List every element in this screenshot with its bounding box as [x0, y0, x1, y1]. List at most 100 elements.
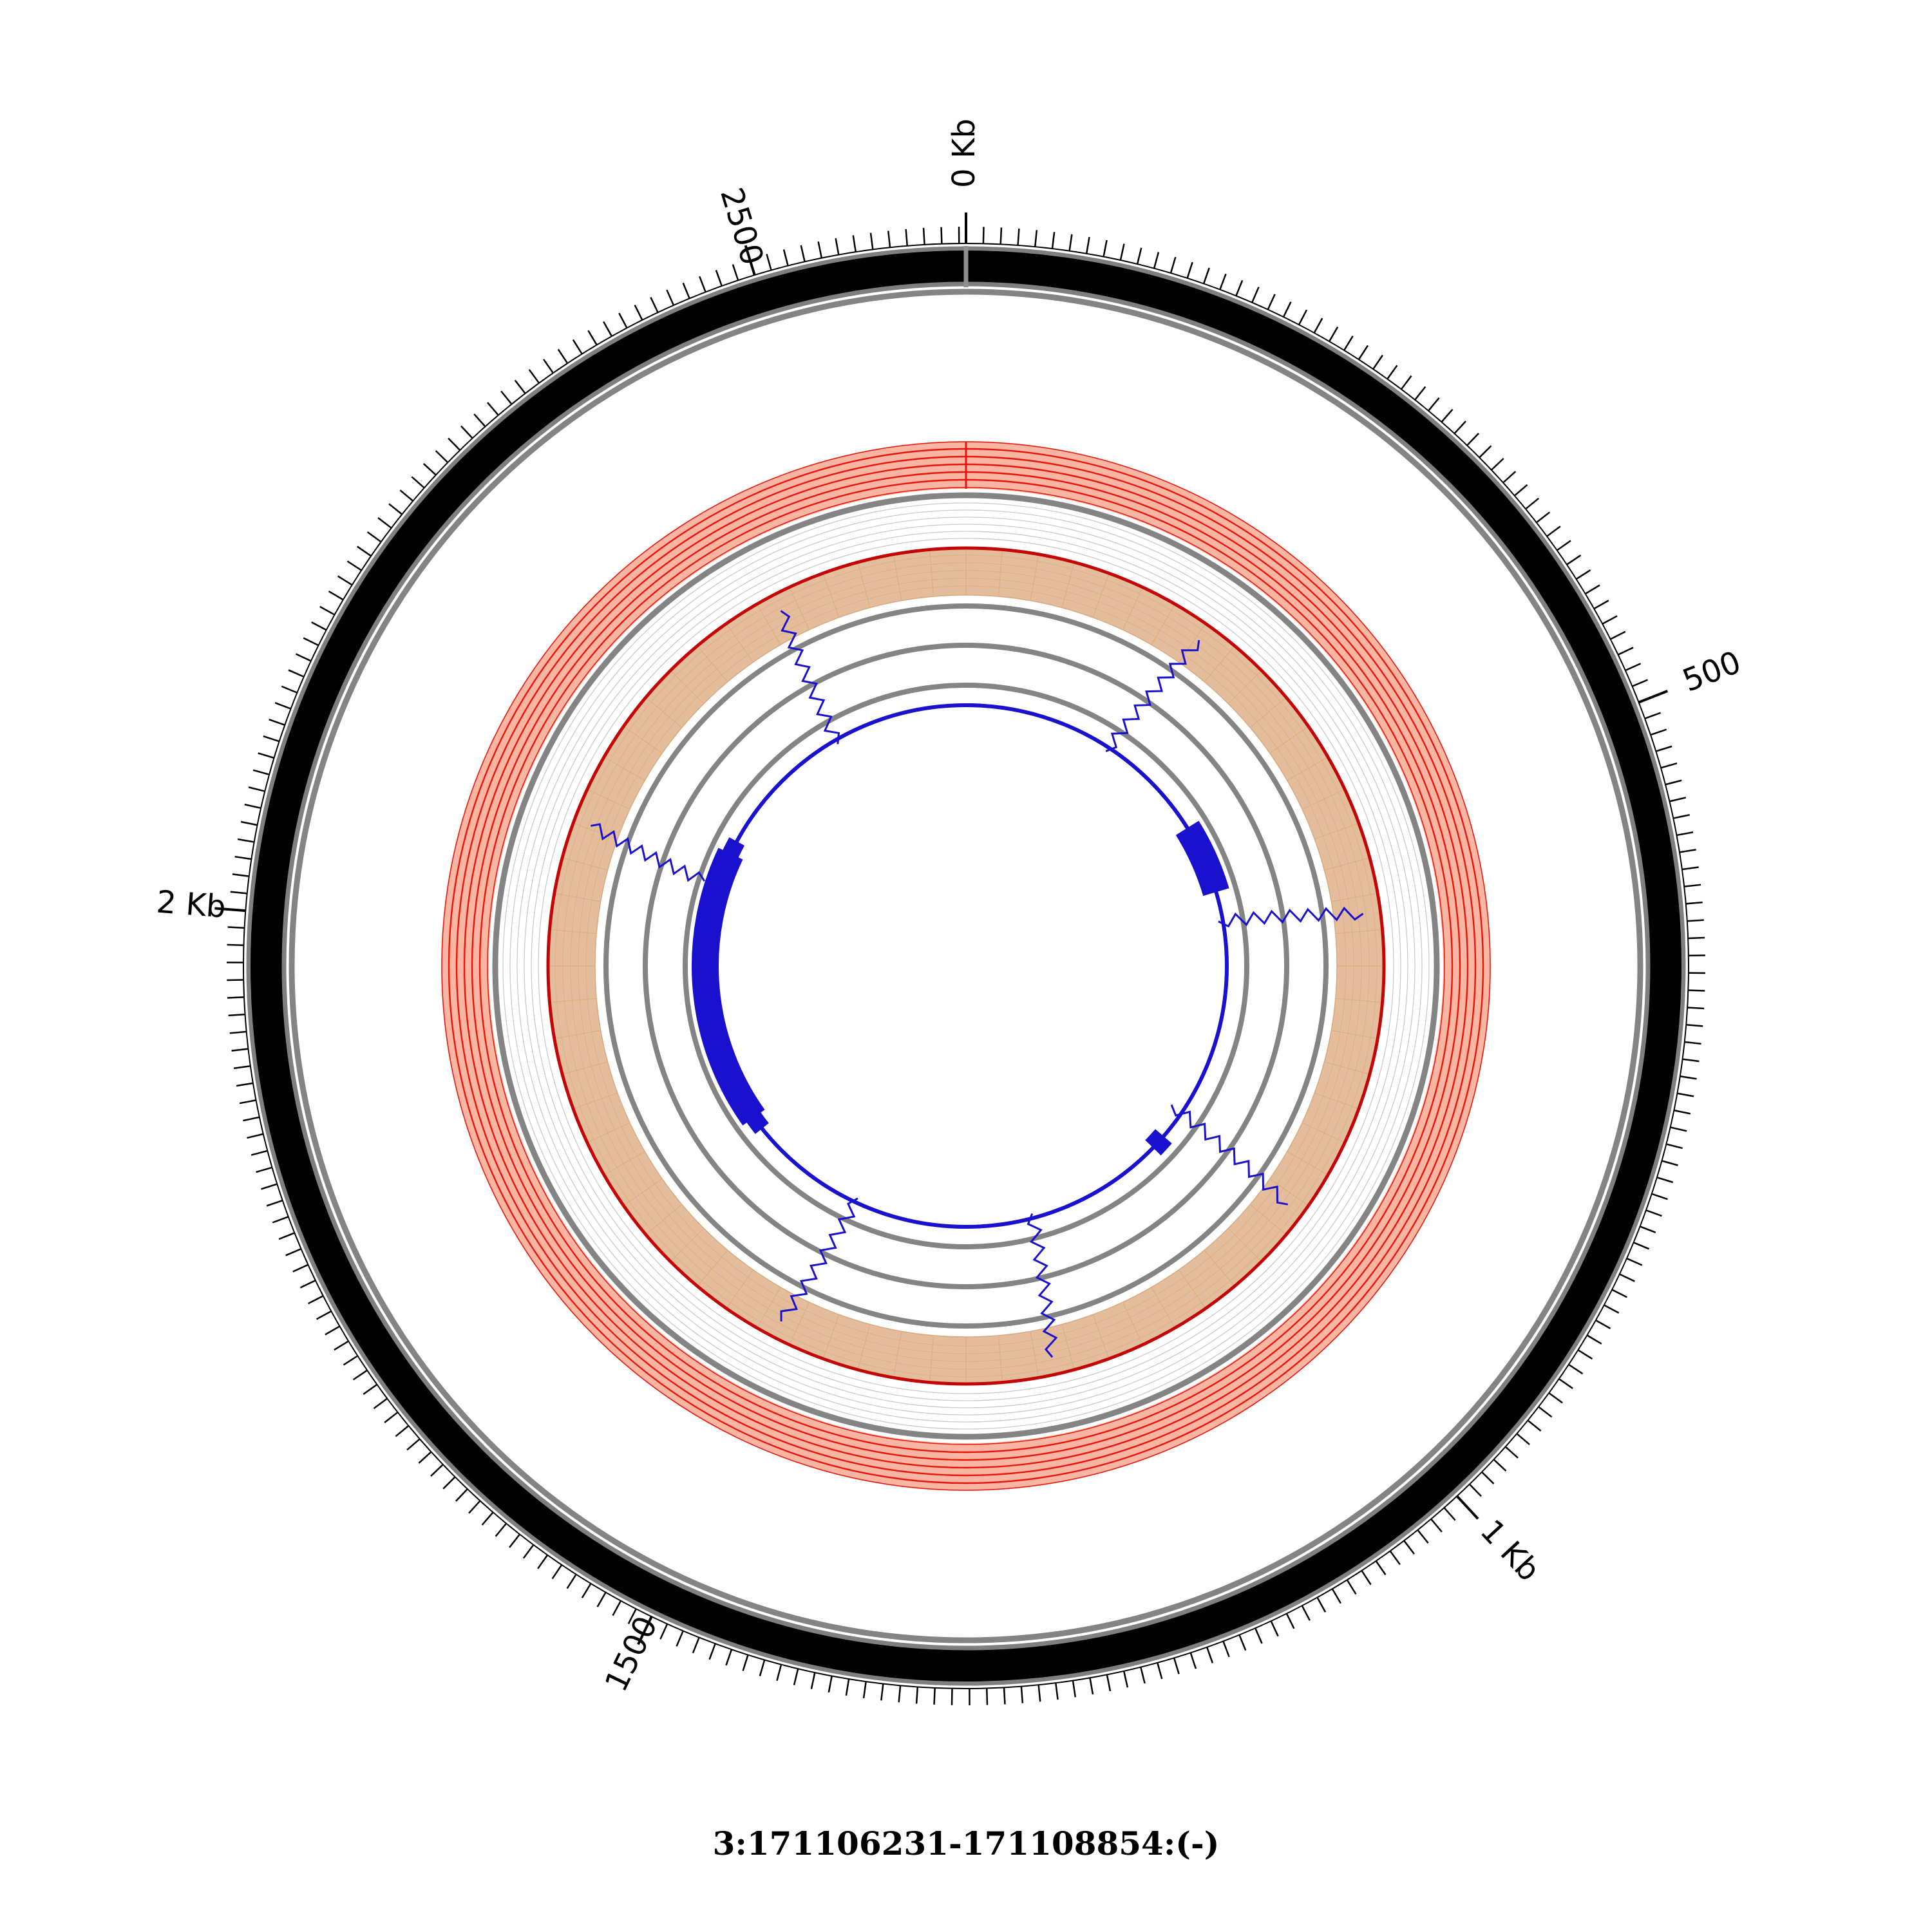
minor-tick	[1414, 386, 1426, 401]
minor-tick	[862, 1681, 867, 1699]
minor-tick	[1686, 1023, 1703, 1027]
tan-grid-radial	[893, 556, 902, 600]
minor-tick	[1655, 745, 1672, 752]
ring-gray-ring-3	[603, 603, 1329, 1329]
tan-grid-radial	[1287, 757, 1327, 781]
minor-tick	[1285, 1613, 1295, 1629]
zigzag-mark	[1170, 1104, 1289, 1206]
minor-tick	[1189, 1653, 1197, 1669]
minor-tick	[239, 1099, 256, 1104]
minor-tick	[334, 1340, 349, 1351]
grid-arc	[531, 531, 1401, 1401]
tan-grid-radial	[1030, 556, 1039, 600]
minor-tick	[455, 1488, 468, 1502]
zigzag-mark	[1027, 1213, 1058, 1358]
coverage-row-line	[487, 487, 1445, 1445]
minor-tick	[1346, 1579, 1357, 1595]
zigzag-mark	[1218, 906, 1364, 928]
exon-block-upper-right-exon	[1175, 820, 1229, 896]
minor-tick	[473, 413, 486, 428]
minor-tick	[828, 1676, 833, 1693]
minor-tick	[269, 718, 285, 726]
minor-tick	[1566, 554, 1582, 565]
minor-tick	[1666, 1143, 1683, 1150]
tan-grid-radial	[757, 1287, 781, 1327]
minor-tick	[1251, 287, 1260, 303]
minor-tick	[395, 1425, 410, 1437]
minor-tick	[258, 752, 274, 759]
minor-tick	[1068, 234, 1073, 251]
minor-tick	[352, 1369, 368, 1381]
minor-tick	[1595, 1320, 1611, 1329]
minor-tick	[418, 1451, 432, 1464]
grid-arc	[502, 502, 1430, 1430]
minor-tick	[557, 348, 569, 364]
minor-tick	[1674, 1109, 1691, 1115]
minor-tick	[1106, 1674, 1112, 1692]
tan-grid-radial	[574, 1092, 617, 1109]
tan-grid-arc	[578, 578, 1354, 1354]
minor-tick	[845, 1678, 850, 1696]
minor-tick	[603, 321, 612, 337]
tan-grid-radial	[727, 1270, 753, 1307]
minor-tick	[666, 289, 675, 306]
tan-grid-radial	[671, 1228, 704, 1261]
minor-tick	[1219, 273, 1227, 290]
zigzag-mark	[780, 1197, 858, 1321]
tan-grid-radial	[1336, 929, 1381, 934]
minor-tick	[566, 1574, 577, 1589]
minor-tick	[1665, 779, 1682, 786]
tan-grid-arc	[562, 562, 1370, 1370]
minor-tick	[384, 1411, 399, 1423]
minor-tick	[759, 1660, 766, 1676]
minor-tick	[1255, 1627, 1263, 1644]
tan-grid-radial	[556, 1030, 600, 1039]
minor-tick	[281, 685, 298, 694]
minor-tick	[1677, 1092, 1694, 1097]
zigzag-mark	[591, 823, 706, 882]
minor-tick	[1684, 884, 1701, 887]
minor-tick	[272, 1216, 289, 1224]
minor-tick	[248, 786, 265, 792]
minor-tick	[1085, 236, 1090, 254]
tan-grid-radial	[1228, 1228, 1261, 1261]
minor-tick	[1003, 1687, 1006, 1705]
tan-grid-radial	[998, 551, 1003, 596]
minor-tick	[236, 1082, 254, 1087]
minor-tick	[1619, 1273, 1635, 1282]
tan-grid-radial	[1270, 1179, 1307, 1205]
minor-tick	[481, 1511, 494, 1526]
minor-tick	[1466, 432, 1479, 446]
minor-tick	[1527, 1419, 1542, 1432]
minor-tick	[1502, 471, 1517, 484]
minor-tick	[1645, 1209, 1662, 1217]
minor-tick	[243, 1116, 260, 1122]
tan-grid-radial	[1336, 998, 1381, 1003]
tan-grid-radial	[1151, 605, 1175, 645]
tick-label: 1500	[598, 1611, 665, 1697]
tan-grid-radial	[1151, 1287, 1175, 1327]
minor-tick	[725, 1649, 733, 1666]
minor-tick	[817, 241, 823, 258]
minor-tick	[343, 1355, 358, 1366]
ring-outer-gray-ring	[289, 289, 1643, 1643]
minor-tick	[1122, 1671, 1129, 1688]
minor-tick	[766, 254, 772, 270]
minor-tick	[303, 637, 319, 647]
minor-tick	[1468, 1483, 1482, 1497]
minor-tick	[1055, 1683, 1059, 1700]
tan-grid-radial	[1325, 858, 1368, 871]
minor-tick	[1669, 797, 1687, 802]
minor-tick	[1593, 600, 1609, 610]
minor-tick	[1089, 1678, 1094, 1695]
minor-tick	[231, 1048, 249, 1052]
minor-tick	[261, 1183, 278, 1190]
ring-tick-baseline	[243, 243, 1689, 1689]
minor-tick	[537, 1554, 549, 1569]
minor-tick	[468, 1500, 481, 1514]
minor-tick	[495, 1522, 507, 1537]
minor-tick	[366, 531, 382, 543]
minor-tick	[1546, 526, 1561, 537]
minor-tick	[1157, 1662, 1163, 1680]
tan-grid-radial	[1092, 1315, 1109, 1358]
